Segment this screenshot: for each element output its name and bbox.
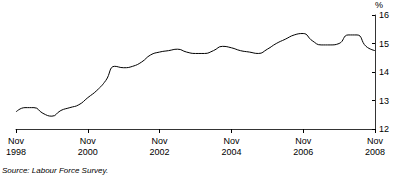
svg-text:15: 15 — [379, 39, 389, 49]
svg-text:16: 16 — [379, 10, 389, 20]
svg-text:Nov: Nov — [295, 136, 312, 146]
svg-text:12: 12 — [379, 124, 389, 134]
svg-text:%: % — [375, 0, 383, 10]
svg-text:Nov: Nov — [8, 136, 25, 146]
svg-text:2006: 2006 — [293, 147, 313, 157]
svg-text:Source: Labour Force Survey.: Source: Labour Force Survey. — [2, 166, 108, 175]
svg-text:Nov: Nov — [80, 136, 97, 146]
svg-text:Nov: Nov — [367, 136, 384, 146]
svg-text:2008: 2008 — [365, 147, 385, 157]
svg-text:Nov: Nov — [152, 136, 169, 146]
svg-text:1998: 1998 — [6, 147, 26, 157]
svg-text:Nov: Nov — [223, 136, 240, 146]
svg-text:14: 14 — [379, 67, 389, 77]
svg-text:13: 13 — [379, 96, 389, 106]
svg-text:2004: 2004 — [221, 147, 241, 157]
svg-text:2000: 2000 — [78, 147, 98, 157]
svg-text:2002: 2002 — [150, 147, 170, 157]
